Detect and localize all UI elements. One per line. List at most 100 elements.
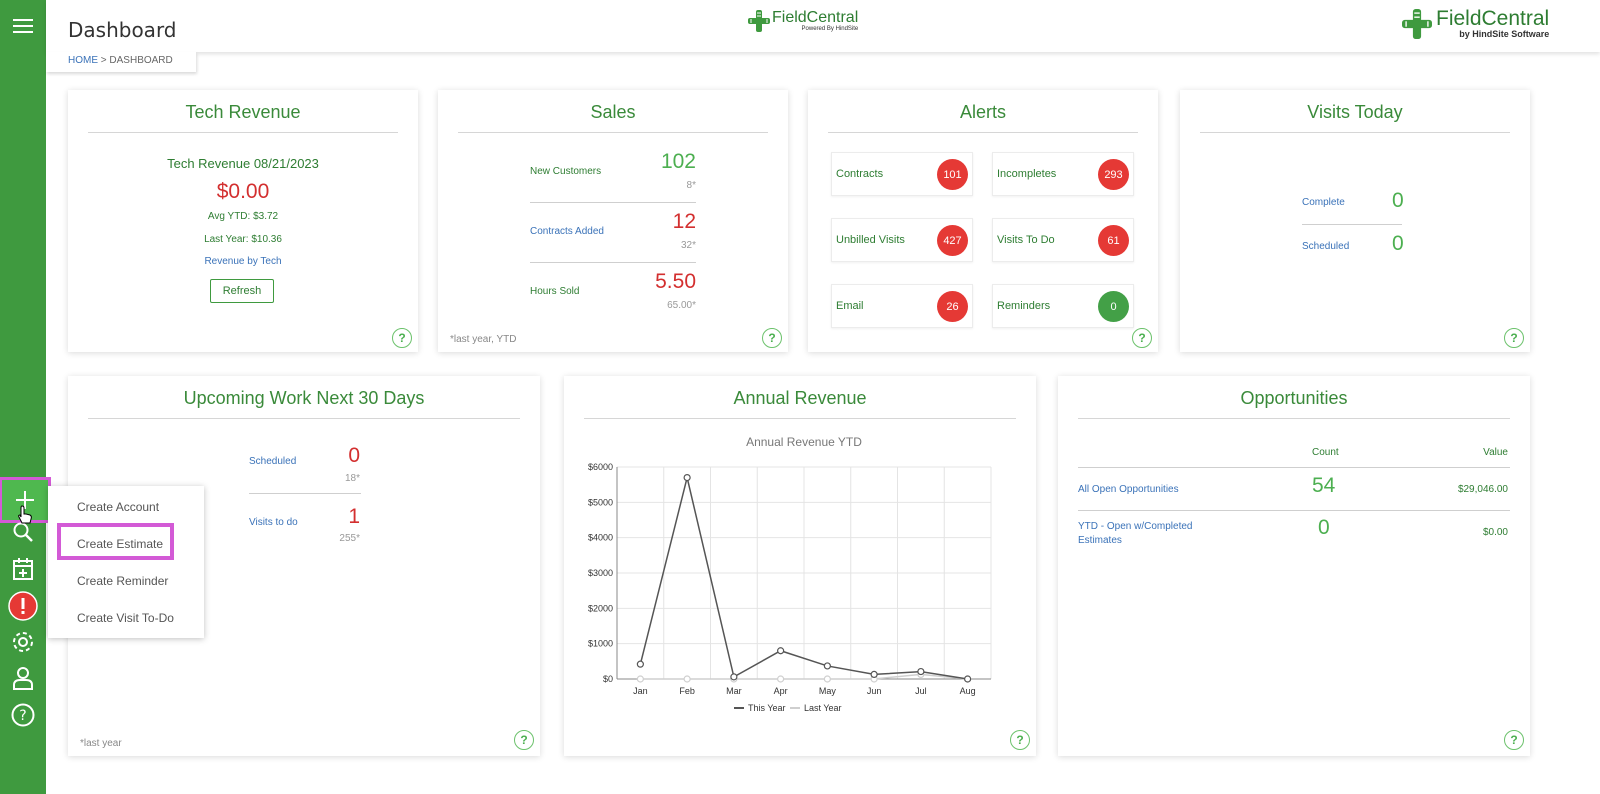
- alert-count-badge: 101: [937, 159, 968, 190]
- help-icon[interactable]: ?: [1504, 328, 1524, 348]
- alert-count-badge: 293: [1098, 159, 1129, 190]
- alert-label: Reminders: [997, 300, 1051, 312]
- alert-item[interactable]: Incompletes 293: [992, 152, 1134, 196]
- opportunity-count: 0: [1318, 516, 1330, 539]
- refresh-button[interactable]: Refresh: [210, 279, 274, 303]
- divider: [530, 262, 696, 263]
- data-point: [636, 675, 644, 683]
- gear-icon[interactable]: [0, 624, 46, 660]
- col-value-header: Value: [1483, 447, 1508, 458]
- sales-row-value: 102: [660, 150, 696, 173]
- opportunity-label[interactable]: YTD - Open w/Completed Estimates: [1078, 521, 1193, 546]
- sales-row-sub: 8*: [686, 180, 696, 191]
- opportunity-value: $0.00: [1482, 527, 1508, 538]
- alert-item[interactable]: Email 26: [831, 284, 973, 328]
- data-point: [823, 662, 831, 670]
- create-reminder-item[interactable]: Create Reminder: [77, 574, 169, 588]
- alert-item[interactable]: Contracts 101: [831, 152, 973, 196]
- svg-text:?: ?: [19, 708, 26, 724]
- alert-count-badge: 61: [1098, 225, 1129, 256]
- visits-row-value: 0: [1392, 232, 1404, 255]
- upcoming-note: *last year: [80, 738, 122, 749]
- annual-revenue-card: Annual Revenue Annual Revenue YTD $0 $1000…: [564, 376, 1036, 756]
- alert-label: Incompletes: [997, 168, 1057, 180]
- calendar-add-icon[interactable]: [0, 551, 46, 587]
- help-icon[interactable]: ?: [762, 328, 782, 348]
- revenue-by-tech-link[interactable]: Revenue by Tech: [204, 256, 282, 267]
- help-circle-icon[interactable]: ?: [0, 697, 46, 733]
- data-point: [777, 647, 785, 655]
- breadcrumb: HOME > DASHBOARD: [46, 52, 196, 72]
- visits-row-value: 0: [1392, 189, 1404, 212]
- create-estimate-item[interactable]: Create Estimate: [77, 537, 164, 551]
- sales-row-label: Hours Sold: [530, 286, 580, 297]
- visits-row-label: Complete: [1302, 197, 1345, 208]
- center-logo-text: FieldCentral: [772, 9, 859, 26]
- upcoming-row-sub: 18*: [344, 473, 360, 484]
- breadcrumb-separator: >: [98, 55, 110, 66]
- x-tick-label: Jan: [633, 686, 648, 696]
- opportunity-count: 54: [1312, 474, 1336, 497]
- last-year: Last Year: $10.36: [204, 234, 282, 245]
- upcoming-row-label: Scheduled: [249, 456, 297, 467]
- divider: [249, 493, 361, 494]
- data-point: [730, 673, 738, 681]
- add-icon[interactable]: [0, 477, 51, 523]
- x-tick-label: May: [819, 686, 837, 696]
- center-logo: FieldCentral Powered By HindSite: [748, 10, 858, 32]
- sales-row-label: New Customers: [530, 166, 602, 177]
- fieldcentral-logo-icon: [1402, 8, 1432, 39]
- opportunities-card: Opportunities Count Value All Open Oppor…: [1058, 376, 1530, 756]
- upcoming-row-label: Visits to do: [249, 517, 298, 528]
- search-icon[interactable]: [0, 514, 46, 550]
- create-account-item[interactable]: Create Account: [77, 500, 160, 514]
- x-tick-label: Feb: [679, 686, 695, 696]
- help-icon[interactable]: ?: [1504, 730, 1524, 750]
- alert-item[interactable]: Visits To Do 61: [992, 218, 1134, 262]
- help-icon[interactable]: ?: [514, 730, 534, 750]
- data-point: [917, 667, 925, 676]
- data-point: [870, 670, 878, 679]
- help-icon[interactable]: ?: [1132, 328, 1152, 348]
- alert-label: Unbilled Visits: [836, 234, 905, 246]
- create-visit-todo-item[interactable]: Create Visit To-Do: [77, 611, 174, 625]
- y-tick-label: $2000: [588, 603, 613, 613]
- upcoming-row-value: 1: [348, 505, 360, 528]
- y-tick-label: $4000: [588, 533, 613, 543]
- col-count-header: Count: [1312, 447, 1339, 458]
- center-logo-sub: Powered By: [801, 26, 834, 32]
- alert-label: Visits To Do: [997, 234, 1055, 246]
- divider: [1078, 467, 1510, 468]
- hand-cursor-icon: [18, 505, 32, 524]
- alert-icon[interactable]: [0, 588, 46, 624]
- alert-item[interactable]: Unbilled Visits 427: [831, 218, 973, 262]
- user-icon[interactable]: [0, 660, 46, 696]
- upcoming-row-sub: 255*: [339, 533, 360, 544]
- x-tick-label: Jul: [915, 686, 927, 696]
- series-line: [640, 673, 968, 680]
- help-icon[interactable]: ?: [1010, 730, 1030, 750]
- chart-title: Annual Revenue YTD: [746, 435, 862, 449]
- alert-label: Email: [836, 300, 864, 312]
- alert-count-badge: 0: [1098, 291, 1129, 322]
- alert-item[interactable]: Reminders 0: [992, 284, 1134, 328]
- tech-revenue-card: Tech Revenue Tech Revenue 08/21/2023 $0.…: [68, 90, 418, 352]
- page-title: Dashboard: [68, 18, 177, 42]
- legend-label: Last Year: [804, 703, 842, 713]
- help-icon[interactable]: ?: [392, 328, 412, 348]
- x-tick-label: Aug: [960, 686, 976, 696]
- y-tick-label: $1000: [588, 639, 613, 649]
- top-bar: Dashboard FieldCentral Powered By HindSi…: [46, 0, 1600, 52]
- y-tick-label: $6000: [588, 462, 613, 472]
- right-logo: FieldCentral by HindSite Software: [1402, 7, 1549, 39]
- alert-count-badge: 26: [937, 291, 968, 322]
- breadcrumb-home[interactable]: HOME: [68, 55, 98, 66]
- data-point: [777, 675, 785, 683]
- divider: [530, 202, 696, 203]
- sales-row-label: Contracts Added: [530, 226, 604, 237]
- upcoming-work-card: Upcoming Work Next 30 Days Scheduled 0 1…: [68, 376, 540, 756]
- hamburger-menu-icon[interactable]: [0, 8, 46, 44]
- sales-row-value: 12: [672, 210, 696, 233]
- opportunity-label[interactable]: All Open Opportunities: [1078, 484, 1179, 495]
- tech-revenue-title: Tech Revenue: [88, 102, 398, 133]
